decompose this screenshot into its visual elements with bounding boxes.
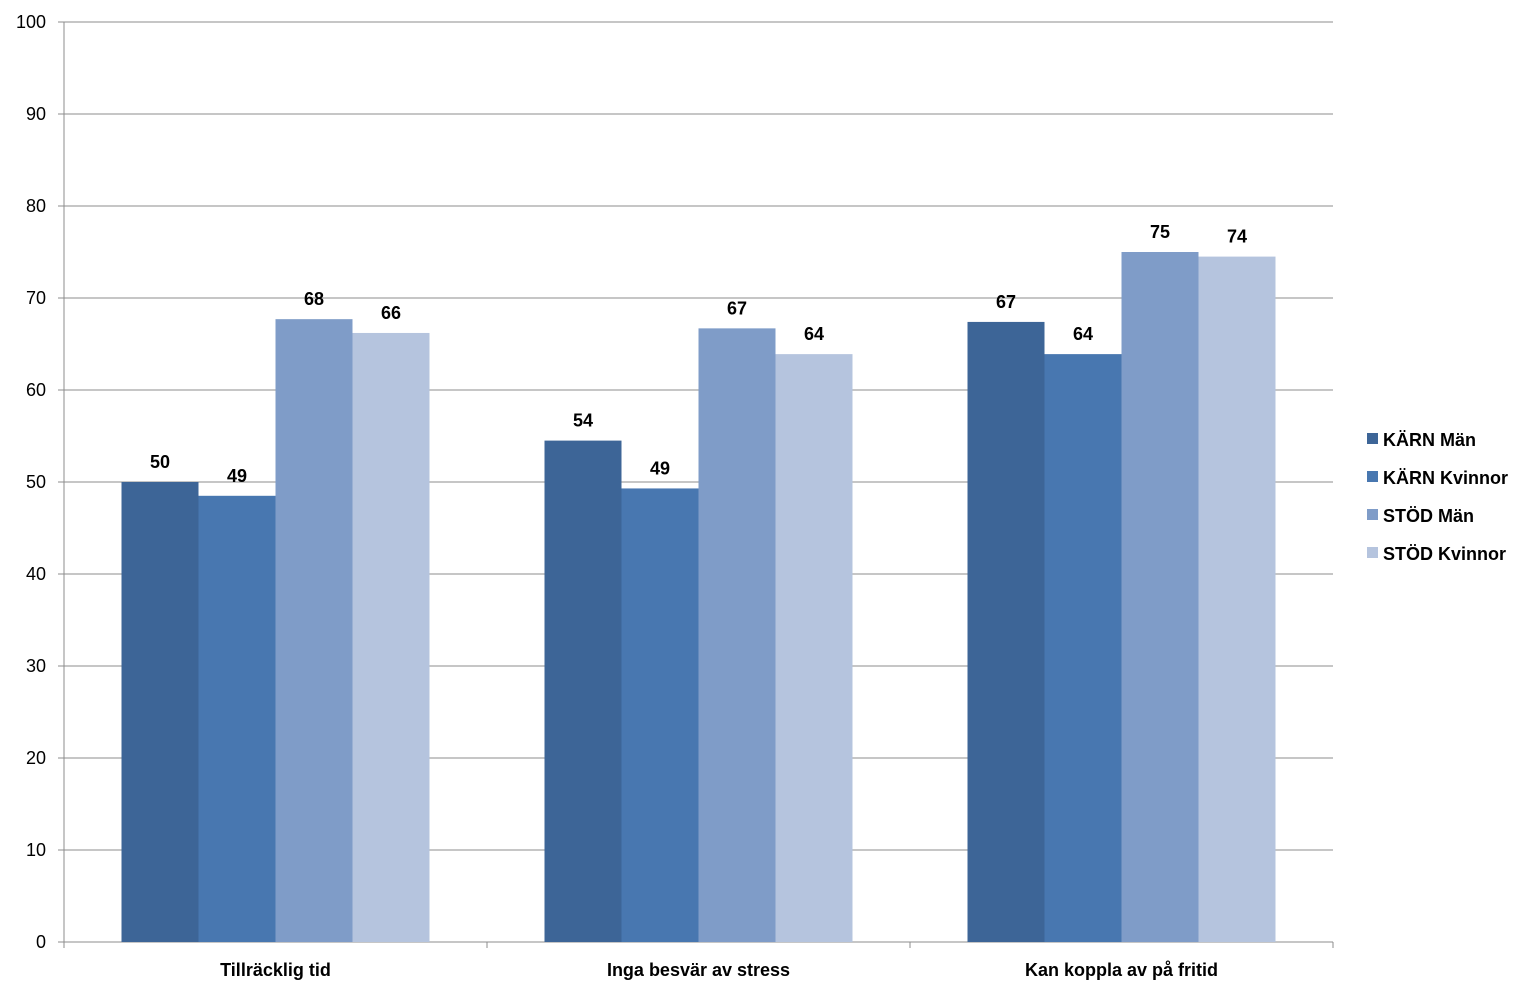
y-tick-label: 70 xyxy=(26,288,46,308)
bar xyxy=(275,319,353,942)
data-label: 74 xyxy=(1227,227,1247,247)
bar xyxy=(967,321,1045,942)
data-label: 75 xyxy=(1150,222,1170,242)
data-label: 49 xyxy=(650,458,670,478)
x-category-label: Inga besvär av stress xyxy=(607,960,790,980)
data-label: 54 xyxy=(573,411,593,431)
data-label: 64 xyxy=(804,324,824,344)
axes: 0 10 20 30 40 50 60 70 80 90 100 Tillräcklig tid Ing… xyxy=(16,12,1334,980)
bar xyxy=(1121,252,1199,942)
legend: KÄRN Män KÄRN Kvinnor STÖD Män STÖD Kvinnor xyxy=(1367,430,1508,564)
y-tick-label: 100 xyxy=(16,12,46,32)
bar xyxy=(198,495,276,942)
y-tick-label: 0 xyxy=(36,932,46,952)
y-tick-label: 30 xyxy=(26,656,46,676)
legend-swatch xyxy=(1367,471,1378,482)
bar xyxy=(544,440,622,942)
bars xyxy=(121,252,1276,943)
bar xyxy=(121,482,199,942)
data-label: 64 xyxy=(1073,324,1093,344)
y-tick-label: 20 xyxy=(26,748,46,768)
x-category-label: Tillräcklig tid xyxy=(220,960,331,980)
legend-label: KÄRN Kvinnor xyxy=(1383,468,1508,488)
data-label: 66 xyxy=(381,303,401,323)
y-tick-label: 10 xyxy=(26,840,46,860)
data-label: 67 xyxy=(996,292,1016,312)
y-tick-label: 90 xyxy=(26,104,46,124)
legend-label: KÄRN Män xyxy=(1383,430,1476,450)
bar xyxy=(621,488,699,942)
bar xyxy=(698,328,776,942)
y-tick-label: 40 xyxy=(26,564,46,584)
legend-swatch xyxy=(1367,433,1378,444)
legend-swatch xyxy=(1367,509,1378,520)
data-label: 67 xyxy=(727,298,747,318)
data-label: 68 xyxy=(304,289,324,309)
legend-label: STÖD Kvinnor xyxy=(1383,544,1506,564)
legend-swatch xyxy=(1367,547,1378,558)
data-label: 50 xyxy=(150,452,170,472)
y-tick-label: 80 xyxy=(26,196,46,216)
data-label: 49 xyxy=(227,466,247,486)
legend-label: STÖD Män xyxy=(1383,506,1474,526)
data-labels: 50 49 68 66 54 49 67 64 67 64 75 74 xyxy=(150,222,1247,486)
bar xyxy=(1044,354,1122,942)
bar xyxy=(1198,256,1276,943)
bar xyxy=(352,332,430,943)
bar xyxy=(775,354,853,942)
x-category-label: Kan koppla av på fritid xyxy=(1025,960,1218,980)
y-tick-label: 50 xyxy=(26,472,46,492)
y-tick-label: 60 xyxy=(26,380,46,400)
